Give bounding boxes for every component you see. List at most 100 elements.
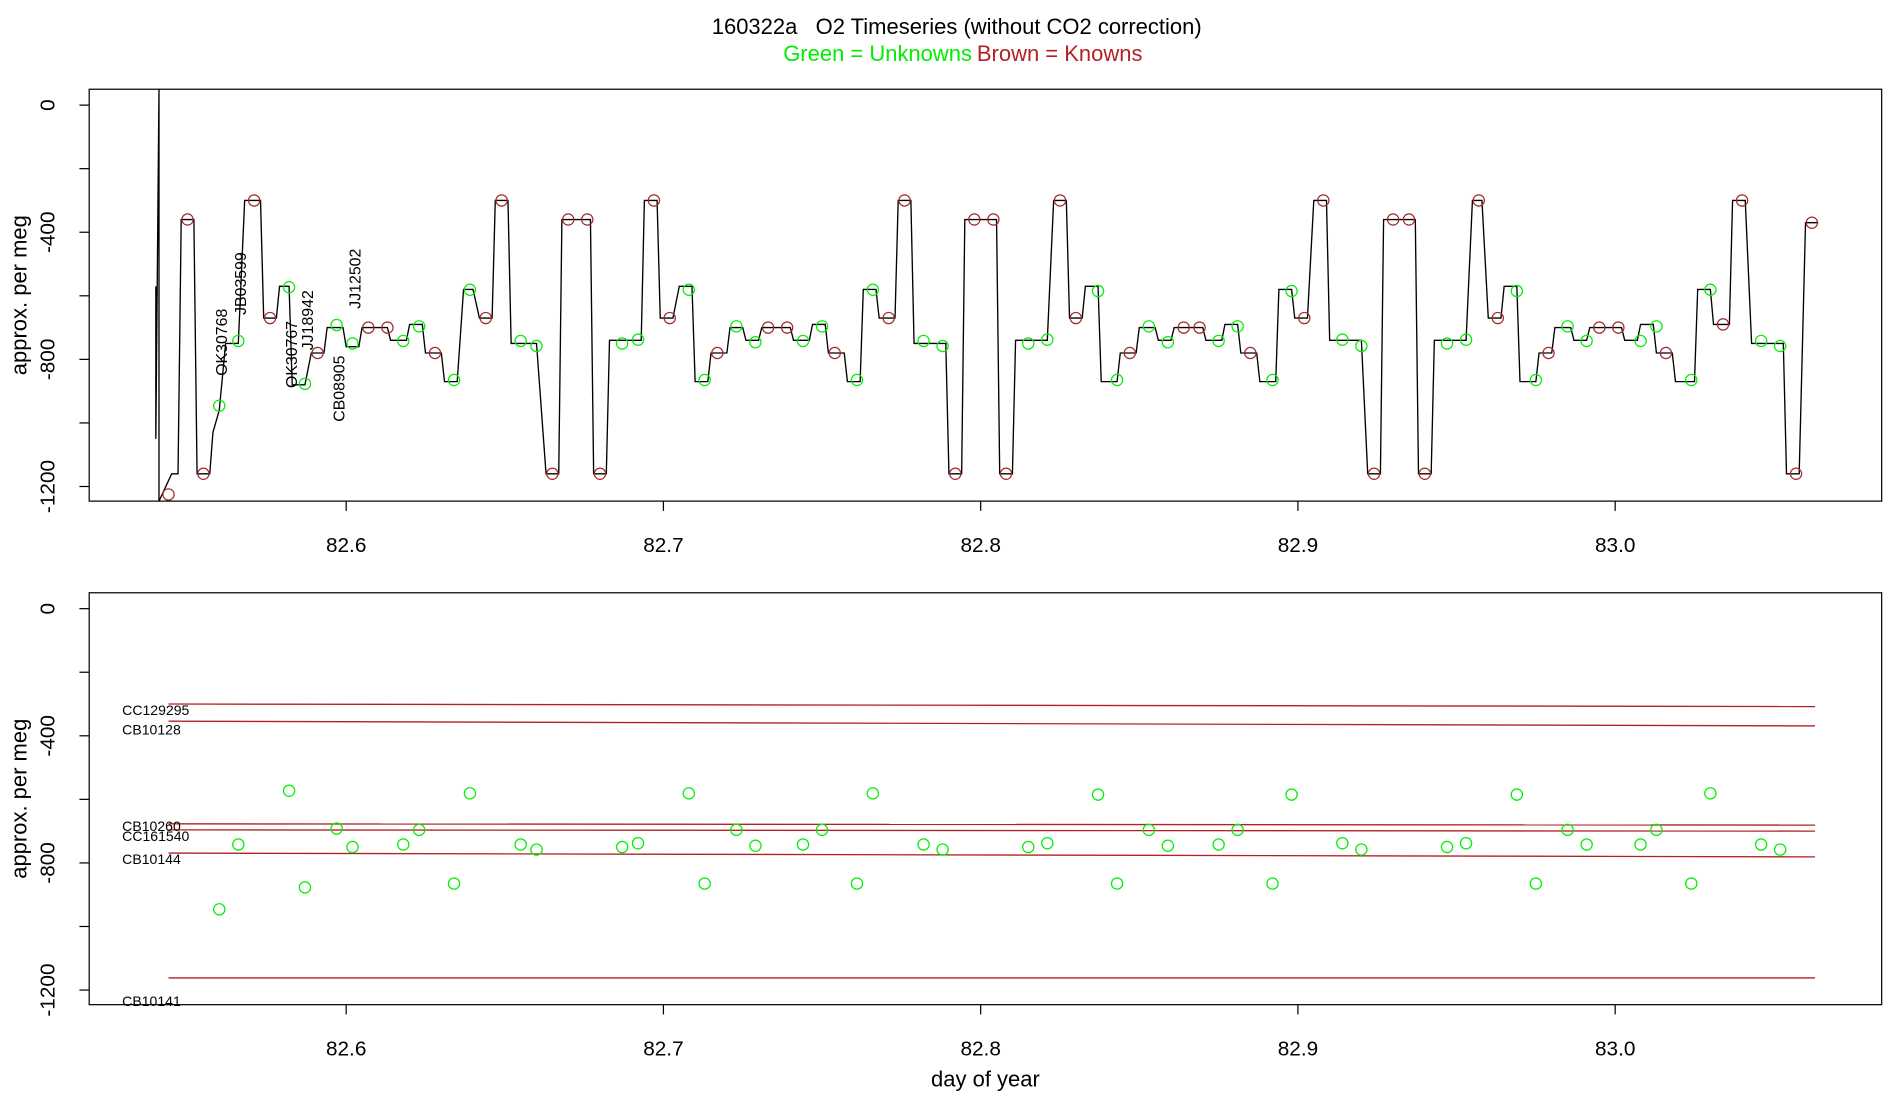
point <box>936 843 949 856</box>
point <box>1110 373 1124 387</box>
point <box>346 337 359 350</box>
point <box>1285 788 1298 801</box>
point <box>282 784 296 798</box>
point <box>1123 346 1137 360</box>
y-tick-label: -400 <box>36 715 59 757</box>
series-line <box>168 852 1816 858</box>
point <box>1022 840 1035 854</box>
series-line <box>168 720 1816 727</box>
point <box>1231 823 1244 837</box>
point <box>1542 346 1555 360</box>
point <box>311 346 324 360</box>
point <box>780 321 794 334</box>
point <box>1529 373 1543 387</box>
point <box>1440 337 1454 350</box>
point <box>213 903 226 916</box>
point <box>1212 838 1225 851</box>
plot-area <box>155 89 1819 502</box>
point <box>463 787 477 800</box>
point <box>1161 839 1175 852</box>
point <box>1402 213 1416 226</box>
point <box>1266 877 1279 890</box>
point <box>815 320 829 333</box>
point <box>232 838 245 851</box>
point <box>495 194 508 207</box>
point <box>1110 877 1124 890</box>
point <box>682 787 696 800</box>
point <box>1193 321 1206 334</box>
point <box>866 787 880 800</box>
point <box>917 838 930 851</box>
line-label: CC161540 <box>122 828 189 844</box>
point <box>1612 321 1625 334</box>
point <box>514 334 527 348</box>
series-line <box>168 703 1816 708</box>
point <box>749 839 762 852</box>
x-tick-label: 82.9 <box>1278 1037 1318 1060</box>
point <box>1022 337 1035 350</box>
point <box>562 213 575 226</box>
point <box>663 311 676 325</box>
point <box>631 333 645 346</box>
point <box>1580 334 1593 348</box>
point <box>1367 467 1381 481</box>
point <box>1561 320 1574 333</box>
point <box>162 488 175 501</box>
point <box>1440 840 1454 854</box>
point <box>1355 843 1368 856</box>
point <box>397 838 410 851</box>
point <box>1053 194 1067 207</box>
point <box>1041 333 1054 346</box>
point <box>581 213 594 226</box>
subtitle-part: Green = Unknowns <box>783 41 972 66</box>
point <box>1161 335 1175 349</box>
point <box>397 334 410 348</box>
x-tick-label: 82.6 <box>326 1037 366 1060</box>
point <box>546 467 559 481</box>
series-line <box>155 89 1819 502</box>
annotation: OK30768 <box>214 309 231 376</box>
point <box>381 321 394 334</box>
point <box>968 213 981 226</box>
point <box>999 467 1013 481</box>
x-tick-label: 82.7 <box>643 534 683 557</box>
point <box>479 311 492 325</box>
line-label: CC129295 <box>122 702 189 718</box>
point <box>1685 373 1698 387</box>
point <box>298 881 312 894</box>
line-label: CB10128 <box>122 722 181 738</box>
point <box>1298 311 1311 325</box>
point <box>1317 194 1330 207</box>
annotation: JB03599 <box>233 252 250 315</box>
x-tick-label: 82.7 <box>643 1037 683 1060</box>
point <box>698 373 711 387</box>
point <box>1459 836 1473 850</box>
point <box>1593 321 1606 334</box>
annotation: JJ18942 <box>300 290 317 350</box>
point <box>866 283 880 296</box>
point <box>1177 321 1190 334</box>
point <box>1418 467 1432 481</box>
series-line <box>168 829 1816 832</box>
point <box>1041 836 1054 850</box>
point <box>1069 311 1083 325</box>
x-tick-label: 82.8 <box>960 534 1000 557</box>
point <box>850 877 864 890</box>
point <box>1650 823 1663 837</box>
annotation: JJ12502 <box>347 248 364 308</box>
point <box>1561 823 1574 837</box>
point <box>463 283 477 296</box>
point <box>447 373 461 387</box>
point <box>647 194 661 207</box>
point <box>615 337 629 350</box>
point <box>949 467 962 481</box>
point <box>530 843 543 856</box>
point <box>1789 467 1803 481</box>
point <box>1386 213 1400 226</box>
point <box>761 321 775 334</box>
point <box>181 213 194 226</box>
point <box>263 311 277 325</box>
point <box>1231 320 1244 333</box>
annotation: CB08905 <box>332 355 349 421</box>
